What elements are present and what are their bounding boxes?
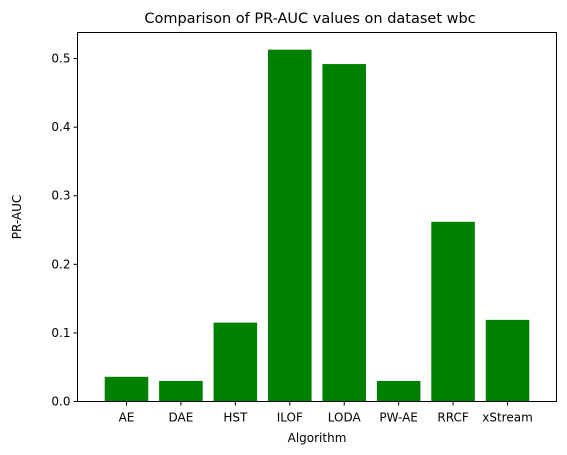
y-axis-label: PR-AUC — [10, 195, 24, 240]
x-tick-label: HST — [223, 411, 248, 425]
y-tick-label: 0.4 — [51, 120, 70, 134]
bar-pw-ae — [376, 380, 421, 402]
x-axis-label: Algorithm — [288, 431, 347, 445]
y-tick-label: 0.5 — [51, 52, 70, 66]
x-tick-label: ILOF — [277, 411, 303, 425]
bar-rrcf — [431, 221, 475, 402]
plot-frame — [77, 32, 557, 402]
x-tick-label: xStream — [482, 411, 533, 425]
y-tick-label: 0.2 — [51, 257, 70, 271]
x-tick-label: LODA — [328, 411, 362, 425]
bar-loda — [322, 64, 366, 402]
x-tick-label: RRCF — [437, 411, 468, 425]
bars-group — [104, 49, 530, 402]
x-tick-label: DAE — [169, 411, 194, 425]
x-tick-label: AE — [119, 411, 135, 425]
bar-ilof — [268, 49, 312, 402]
x-tick-label: PW-AE — [379, 411, 417, 425]
x-axis-ticks: AE DAE HST ILOF LODA PW-AE RRCF xStream — [119, 401, 533, 425]
y-tick-label: 0.1 — [51, 326, 70, 340]
y-tick-label: 0.3 — [51, 189, 70, 203]
y-axis-ticks: 0.0 0.1 0.2 0.3 0.4 0.5 — [51, 52, 78, 409]
y-tick-label: 0.0 — [51, 395, 70, 409]
bar-hst — [213, 322, 258, 402]
bar-xstream — [485, 319, 530, 402]
bar-ae — [104, 376, 149, 402]
bar-dae — [159, 380, 203, 402]
chart-title: Comparison of PR-AUC values on dataset w… — [144, 11, 475, 27]
